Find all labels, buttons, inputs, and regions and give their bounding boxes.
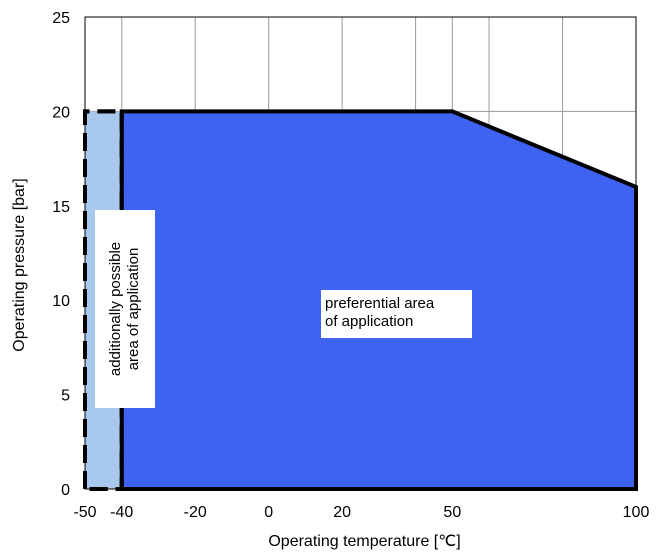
y-tick-label: 25	[52, 10, 70, 27]
preferential-area-label-box	[321, 290, 472, 338]
additional-area-label-box	[95, 210, 155, 408]
additional-area-label-line: area of application	[125, 248, 142, 371]
y-tick-label: 0	[61, 482, 70, 499]
y-tick-label: 15	[52, 199, 70, 216]
x-tick-label: -40	[110, 504, 133, 521]
preferential-area-label-line: preferential area	[325, 295, 435, 312]
y-axis-title: Operating pressure [bar]	[11, 178, 28, 351]
x-tick-label: 20	[333, 504, 351, 521]
y-tick-label: 5	[61, 388, 70, 405]
x-tick-label: 50	[443, 504, 461, 521]
x-tick-label: 0	[264, 504, 273, 521]
preferential-area-label: preferential area of application	[325, 295, 435, 330]
additional-area-label: additionally possiblearea of application	[107, 242, 142, 376]
x-tick-label: -20	[184, 504, 207, 521]
region-labels: additionally possiblearea of application…	[95, 210, 472, 408]
x-tick-label: -50	[73, 504, 96, 521]
additional-area-outline	[83, 109, 124, 491]
x-axis-title: Operating temperature [℃]	[268, 533, 460, 550]
x-tick-label: 100	[623, 504, 650, 521]
additional-area-label-line: additionally possible	[107, 242, 124, 376]
plot-frame	[83, 16, 637, 491]
y-tick-label: 10	[52, 293, 70, 310]
y-tick-label: 20	[52, 104, 70, 121]
preferential-area-label-line: of application	[325, 313, 413, 330]
tick-labels: -50 -40 -20 0 20 50 100 0 5 10 15 20 25	[52, 10, 649, 521]
